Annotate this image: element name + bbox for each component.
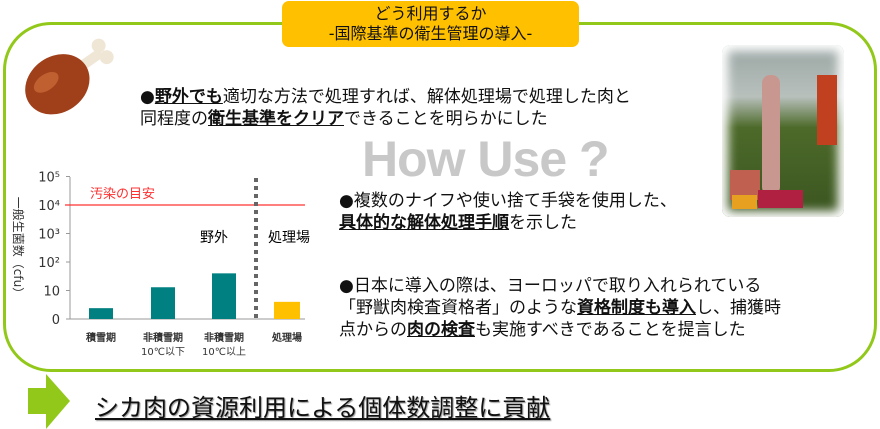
point1-text: ●野外でも適切な方法で処理すれば、解体処理場で処理した肉と 同程度の衛生基準をク… bbox=[140, 87, 631, 129]
bar bbox=[274, 301, 300, 319]
point2-text: ●複数のナイフや使い捨て手袋を使用した、 具体的な解体処理手順を示した bbox=[339, 191, 677, 233]
group-label-field: 野外 bbox=[200, 230, 228, 246]
bar bbox=[151, 287, 175, 319]
conclusion-text: シカ肉の資源利用による個体数調整に貢献 bbox=[95, 394, 551, 422]
title-line2: -国際基準の衛生管理の導入- bbox=[328, 24, 533, 43]
x-tick-label: 非積雪期 bbox=[143, 331, 183, 344]
x-tick-label: 積雪期 bbox=[85, 331, 116, 344]
bar bbox=[212, 273, 236, 319]
section-title: どう利用するか -国際基準の衛生管理の導入- bbox=[282, 1, 579, 47]
threshold-label: 汚染の目安 bbox=[90, 187, 155, 202]
y-axis-label: 一般生菌数（cfu） bbox=[11, 197, 26, 299]
y-tick-label: 10⁴ bbox=[38, 199, 60, 214]
watermark: How Use ? bbox=[362, 131, 610, 187]
x-tick-label: 非積雪期 bbox=[204, 331, 244, 344]
y-tick-label: 0 bbox=[52, 313, 60, 328]
arrow-right-icon bbox=[28, 374, 70, 429]
y-tick-label: 10² bbox=[38, 256, 60, 271]
point3-text: ●日本に導入の際は、ヨーロッパで取り入れられている 「野獣肉検査資格者」のような… bbox=[339, 276, 781, 340]
bar bbox=[89, 308, 113, 319]
y-tick-label: 10³ bbox=[38, 228, 60, 243]
x-tick-label: 処理場 bbox=[271, 331, 302, 344]
x-tick-label: 10℃以下 bbox=[141, 347, 185, 358]
meat-icon bbox=[25, 38, 114, 115]
field-processing-photo bbox=[722, 45, 844, 217]
y-tick-label: 10⁵ bbox=[38, 171, 60, 186]
x-tick-label: 10℃以上 bbox=[202, 346, 246, 358]
y-tick-label: 10 bbox=[43, 285, 60, 300]
title-line1: どう利用するか bbox=[374, 4, 487, 23]
group-label-facility: 処理場 bbox=[268, 230, 310, 246]
